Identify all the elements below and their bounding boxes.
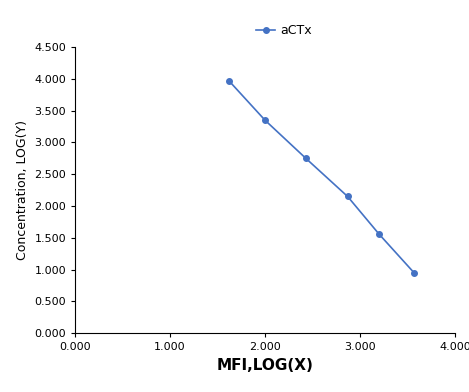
- aCTx: [345, 194, 350, 199]
- X-axis label: MFI,LOG(X): MFI,LOG(X): [217, 358, 313, 373]
- aCTx: [411, 270, 417, 275]
- aCTx: [376, 232, 382, 236]
- Legend: aCTx: aCTx: [251, 19, 317, 42]
- Line: aCTx: aCTx: [226, 78, 417, 276]
- aCTx: [262, 118, 268, 123]
- Y-axis label: Concentration, LOG(Y): Concentration, LOG(Y): [15, 120, 29, 260]
- aCTx: [226, 78, 232, 83]
- aCTx: [303, 156, 309, 161]
